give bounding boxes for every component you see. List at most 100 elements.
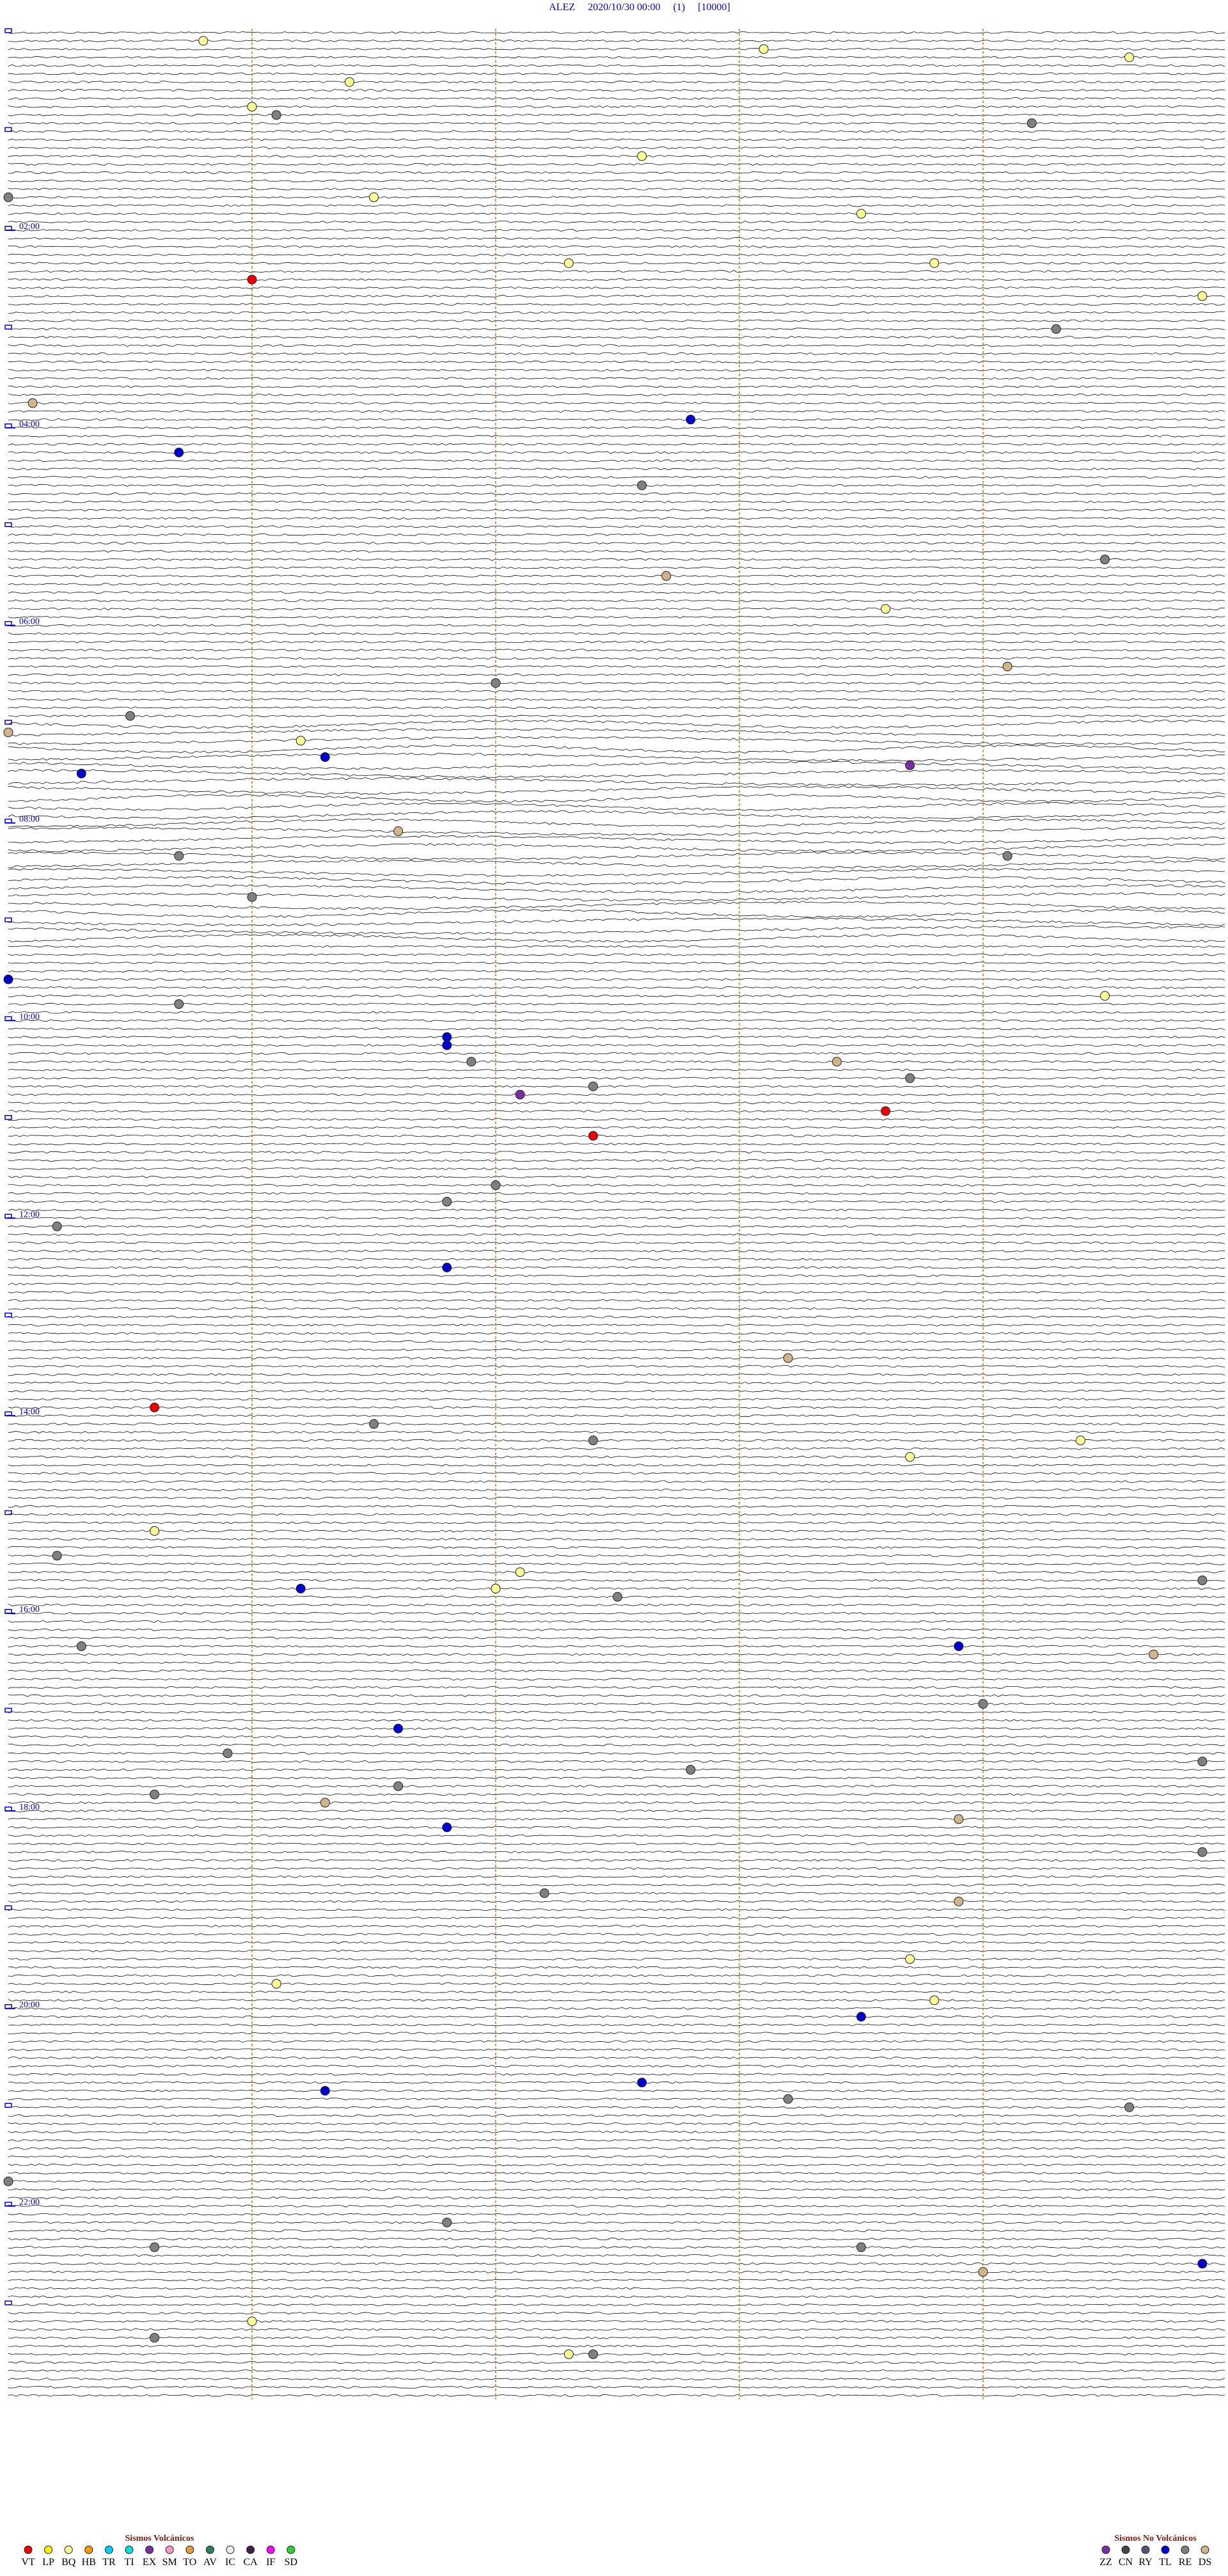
trace xyxy=(8,171,1225,174)
trace xyxy=(8,1151,1225,1154)
trace xyxy=(8,994,1225,997)
hour-label: 08:00 xyxy=(19,815,40,825)
trace xyxy=(8,1324,1225,1327)
hour-marker xyxy=(4,1905,12,1911)
hour-marker xyxy=(4,2103,12,2108)
trace xyxy=(8,719,1225,729)
trace xyxy=(8,599,1225,603)
trace xyxy=(8,1768,1225,1771)
trace xyxy=(8,2229,1225,2232)
trace xyxy=(8,876,1225,885)
trace xyxy=(8,2369,1225,2373)
trace xyxy=(8,884,1225,894)
title: ALEZ 2020/10/30 00:00 (1) [10000] xyxy=(549,2,730,13)
trace xyxy=(8,1126,1225,1129)
trace xyxy=(8,1068,1225,1071)
event xyxy=(393,1723,404,1734)
legend-swatch xyxy=(266,2545,275,2554)
hour-labels: 02:00 04:00 06:00 08:00 10:00 12:00 14:00 16:00… xyxy=(5,222,40,2208)
trace xyxy=(8,1554,1225,1557)
trace xyxy=(8,377,1225,380)
event xyxy=(320,752,330,763)
trace xyxy=(8,1735,1225,1739)
trace xyxy=(8,574,1225,578)
event xyxy=(320,1798,330,1808)
hour-label: 20:00 xyxy=(19,2000,40,2010)
hour-marker xyxy=(4,1312,12,1318)
trace xyxy=(8,909,1225,918)
legend-swatch xyxy=(226,2545,235,2554)
trace xyxy=(8,1102,1225,1105)
trace xyxy=(8,1036,1225,1039)
event xyxy=(1075,1435,1085,1446)
legend-code: LP xyxy=(42,2557,54,2568)
event xyxy=(491,1180,501,1190)
trace xyxy=(8,409,1225,413)
trace xyxy=(8,2048,1225,2051)
trace xyxy=(8,777,1225,787)
hour-marker xyxy=(4,522,12,527)
trace xyxy=(8,1751,1225,1755)
event xyxy=(442,1197,452,1207)
event xyxy=(856,209,866,219)
trace xyxy=(8,1801,1225,1805)
event xyxy=(150,1402,160,1412)
trace xyxy=(8,728,1225,737)
trace xyxy=(8,138,1225,141)
trace xyxy=(8,1225,1225,1228)
legend-swatch xyxy=(125,2545,134,2554)
trace xyxy=(8,549,1225,553)
trace xyxy=(8,2270,1225,2273)
trace xyxy=(8,1496,1225,1499)
trace xyxy=(8,1348,1225,1352)
legend-code: SD xyxy=(285,2557,297,2568)
trace xyxy=(8,2303,1225,2307)
legend-swatch xyxy=(84,2545,93,2554)
trace xyxy=(8,1093,1225,1096)
trace xyxy=(8,72,1225,75)
trace xyxy=(8,105,1225,108)
trace xyxy=(8,1785,1225,1788)
trace xyxy=(8,1002,1225,1006)
hour-marker xyxy=(4,127,12,132)
trace xyxy=(8,228,1225,232)
legend-code: TR xyxy=(102,2557,116,2568)
trace xyxy=(8,212,1225,216)
legend-swatch xyxy=(1161,2545,1170,2554)
trace xyxy=(8,2122,1225,2126)
event xyxy=(978,1699,988,1709)
legend-code: RE xyxy=(1179,2557,1192,2568)
trace xyxy=(8,2204,1225,2208)
trace xyxy=(8,1398,1225,1401)
event xyxy=(954,1896,964,1906)
hour-marker xyxy=(4,1510,12,1515)
trace xyxy=(8,851,1225,860)
trace xyxy=(8,2353,1225,2356)
legend-swatch xyxy=(1200,2545,1209,2554)
trace xyxy=(8,328,1225,331)
trace xyxy=(8,1381,1225,1384)
trace xyxy=(8,1916,1225,1920)
trace xyxy=(8,294,1225,297)
trace xyxy=(8,155,1225,158)
trace xyxy=(8,245,1225,248)
trace xyxy=(8,1883,1225,1886)
trace xyxy=(8,1043,1225,1047)
event xyxy=(1149,1649,1159,1659)
trace xyxy=(8,2130,1225,2133)
trace xyxy=(8,311,1225,314)
trace xyxy=(8,402,1225,405)
trace xyxy=(8,818,1225,828)
trace xyxy=(8,1183,1225,1187)
trace xyxy=(8,1085,1225,1088)
event xyxy=(1051,324,1061,334)
trace xyxy=(8,558,1225,561)
trace xyxy=(8,715,1225,718)
trace xyxy=(8,1019,1225,1022)
trace xyxy=(8,525,1225,528)
traces xyxy=(4,28,1225,2397)
trace xyxy=(8,1513,1225,1516)
event xyxy=(881,604,891,614)
trace xyxy=(8,810,1225,819)
event xyxy=(150,1789,160,1799)
